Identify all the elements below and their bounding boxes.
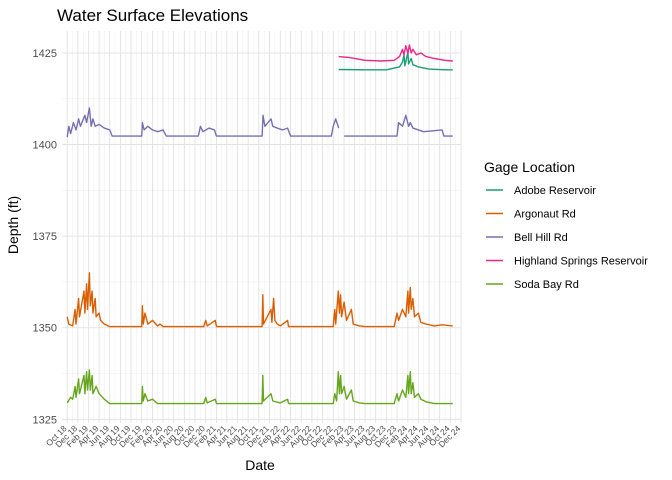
series-line-argonaut-rd [66,272,453,328]
x-axis-title: Date [245,457,275,473]
series-line-bell-hill-rd [66,107,340,138]
y-tick-label: 1425 [33,48,57,60]
y-axis: 1325 1350 1375 1400 1425 [33,48,57,426]
series-line-soda-bay-rd [66,369,453,405]
legend: Gage Location Adobe Reservoir Argonaut Rd… [484,159,648,291]
y-tick-label: 1400 [33,140,57,152]
series-line-bell-hill-rd [344,114,453,137]
y-tick-label: 1350 [33,323,57,335]
chart-title: Water Surface Elevations [57,6,248,25]
legend-label-highland-springs-reservoir: Highland Springs Reservoir [514,256,648,268]
legend-title: Gage Location [484,159,575,175]
y-axis-title: Depth (ft) [5,196,21,254]
plot-panel [62,31,461,423]
legend-label-argonaut-rd: Argonaut Rd [514,209,576,221]
series-line-highland-springs-reservoir [338,44,453,62]
y-tick-label: 1375 [33,231,57,243]
legend-label-soda-bay-rd: Soda Bay Rd [514,279,579,291]
series-layer [66,44,453,405]
y-tick-label: 1325 [33,414,57,426]
grid [62,31,462,423]
legend-label-adobe-reservoir: Adobe Reservoir [514,185,596,197]
legend-label-bell-hill-rd: Bell Hill Rd [514,232,568,244]
